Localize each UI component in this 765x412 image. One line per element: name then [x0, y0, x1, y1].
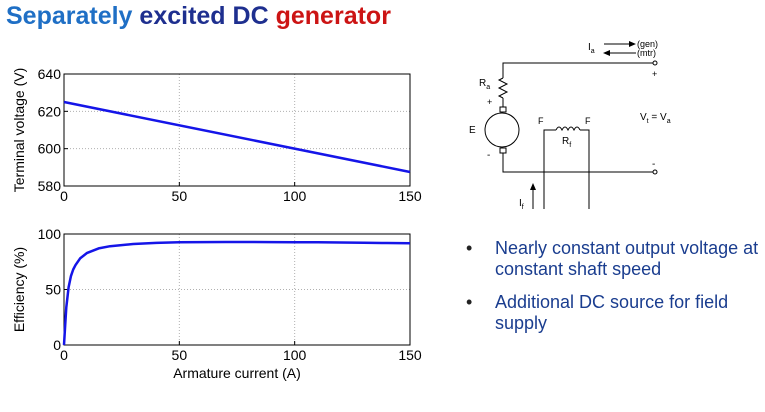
x-tick-label: 100 — [283, 347, 307, 363]
x-tick-label: 50 — [172, 347, 188, 363]
y-axis-label: Terminal voltage (V) — [11, 68, 27, 193]
bottom-terminal — [652, 169, 658, 175]
bullet-item-2: • Additional DC source for field supply — [466, 292, 761, 334]
ra-label: Ra — [479, 78, 490, 91]
series-line — [63, 100, 411, 174]
f1-label: F — [538, 116, 544, 126]
minus-bottom-label: - — [652, 159, 655, 170]
y-tick-label: 640 — [38, 66, 62, 82]
y-tick-label: 580 — [38, 178, 62, 194]
field-wire-right — [580, 129, 590, 209]
top-terminal — [652, 60, 658, 66]
field-coil — [555, 126, 581, 132]
top-wire — [502, 62, 654, 78]
x-tick-label: 0 — [60, 347, 68, 363]
slide-title: Separately excited DC generator — [6, 2, 391, 31]
e-label: E — [469, 125, 476, 136]
plus-top-label: + — [652, 69, 657, 79]
charts-group: 0 50 100 150 580 600 620 640 Terminal voltage (V… — [11, 66, 422, 381]
title-word-2: excited — [139, 2, 226, 30]
arrow-mtr-head — [603, 50, 610, 56]
plot-frame — [63, 73, 411, 187]
series-line — [62, 240, 411, 346]
x-tick-label: 50 — [172, 188, 188, 204]
armature-circle — [484, 112, 520, 148]
f2-label: F — [585, 116, 591, 126]
armature-resistor — [497, 77, 509, 99]
gen-label: (gen) — [637, 39, 658, 49]
bullet-dot: • — [466, 238, 473, 258]
bullet-text: Additional DC source for field supply — [495, 292, 729, 333]
e-minus-label: - — [487, 150, 490, 161]
x-tick-label: 150 — [398, 188, 422, 204]
y-tick-label: 100 — [38, 226, 62, 242]
y-tick-label: 620 — [38, 103, 62, 119]
vt-label: Vt = Va — [640, 112, 671, 125]
bullet-item-1: • Nearly constant output voltage at const… — [466, 238, 761, 280]
x-tick-label: 100 — [283, 188, 307, 204]
ia-label: Ia — [588, 42, 595, 55]
e-plus-label: + — [487, 97, 492, 107]
y-axis-label: Efficiency (%) — [11, 247, 27, 332]
y-tick-label: 0 — [53, 337, 61, 353]
x-tick-label: 0 — [60, 188, 68, 204]
if-label: If — [519, 198, 524, 211]
bullet-dot: • — [466, 292, 473, 312]
field-wire-left — [543, 129, 556, 209]
title-word-3: DC — [232, 2, 269, 30]
brush-top — [499, 106, 507, 113]
bullet-text: Nearly constant output voltage at consta… — [495, 238, 759, 279]
bottom-wire — [502, 153, 654, 173]
brush-bottom — [499, 147, 507, 154]
arrow-gen-head — [629, 41, 636, 47]
circuit-diagram: Ia (gen) (mtr) + Ra + E - F F Rf Vt = Va… — [469, 39, 671, 211]
y-tick-label: 600 — [38, 141, 62, 157]
x-tick-label: 150 — [398, 347, 422, 363]
bullet-list: • Nearly constant output voltage at const… — [466, 238, 761, 346]
mtr-label: (mtr) — [637, 48, 656, 58]
y-tick-label: 50 — [45, 282, 61, 298]
if-arrow-head — [530, 183, 536, 190]
title-word-4: generator — [275, 2, 391, 30]
x-axis-label: Armature current (A) — [173, 365, 301, 381]
rf-label: Rf — [562, 136, 571, 149]
title-word-1: Separately — [6, 2, 133, 30]
